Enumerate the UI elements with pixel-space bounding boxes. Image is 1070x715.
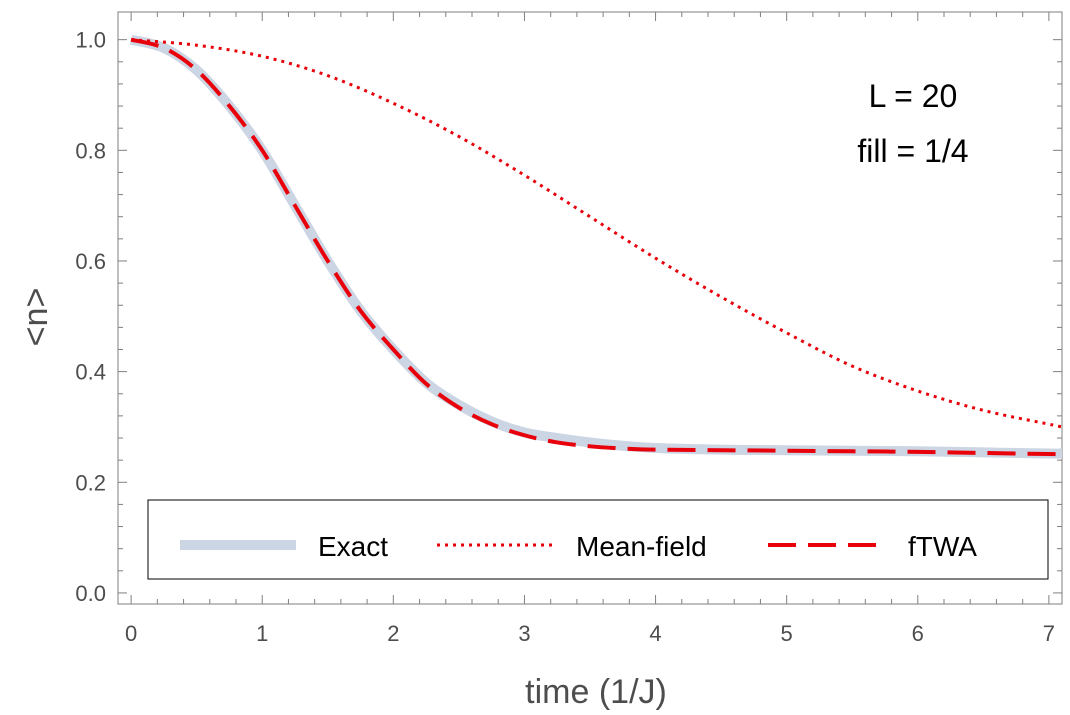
y-tick-label: 0.8 — [75, 138, 106, 163]
y-tick-label: 0.0 — [75, 581, 106, 606]
series-layer — [129, 34, 1063, 459]
legend-label-exact: Exact — [318, 531, 388, 562]
legend-box — [147, 499, 1049, 580]
y-axis-label: <n> — [17, 288, 55, 347]
legend-label-mean-field: Mean-field — [576, 531, 707, 562]
annotation-system-size: L = 20 — [869, 78, 958, 114]
x-tick-label: 4 — [649, 621, 661, 646]
y-tick-label: 0.4 — [75, 360, 106, 385]
plot-border — [117, 11, 1063, 605]
x-tick-label: 5 — [781, 621, 793, 646]
x-axis: 0 1 2 3 4 5 6 7 — [125, 12, 1055, 646]
plot-frame — [117, 11, 1063, 605]
x-tick-label: 3 — [518, 621, 530, 646]
y-axis: 0.0 0.2 0.4 0.6 0.8 1.0 — [75, 28, 1062, 606]
x-tick-label: 0 — [125, 621, 137, 646]
y-tick-label: 0.6 — [75, 249, 106, 274]
y-tick-label: 0.2 — [75, 470, 106, 495]
annotation-filling: fill = 1/4 — [857, 133, 968, 169]
legend: Exact Mean-field fTWA — [147, 499, 1049, 580]
x-tick-label: 1 — [256, 621, 268, 646]
x-tick-label: 6 — [912, 621, 924, 646]
x-tick-label: 7 — [1043, 621, 1055, 646]
y-tick-label: 1.0 — [75, 28, 106, 53]
legend-label-ftwa: fTWA — [908, 531, 977, 562]
series-line-ftwa — [130, 37, 1063, 457]
x-axis-label: time (1/J) — [525, 673, 667, 711]
x-tick-label: 2 — [387, 621, 399, 646]
